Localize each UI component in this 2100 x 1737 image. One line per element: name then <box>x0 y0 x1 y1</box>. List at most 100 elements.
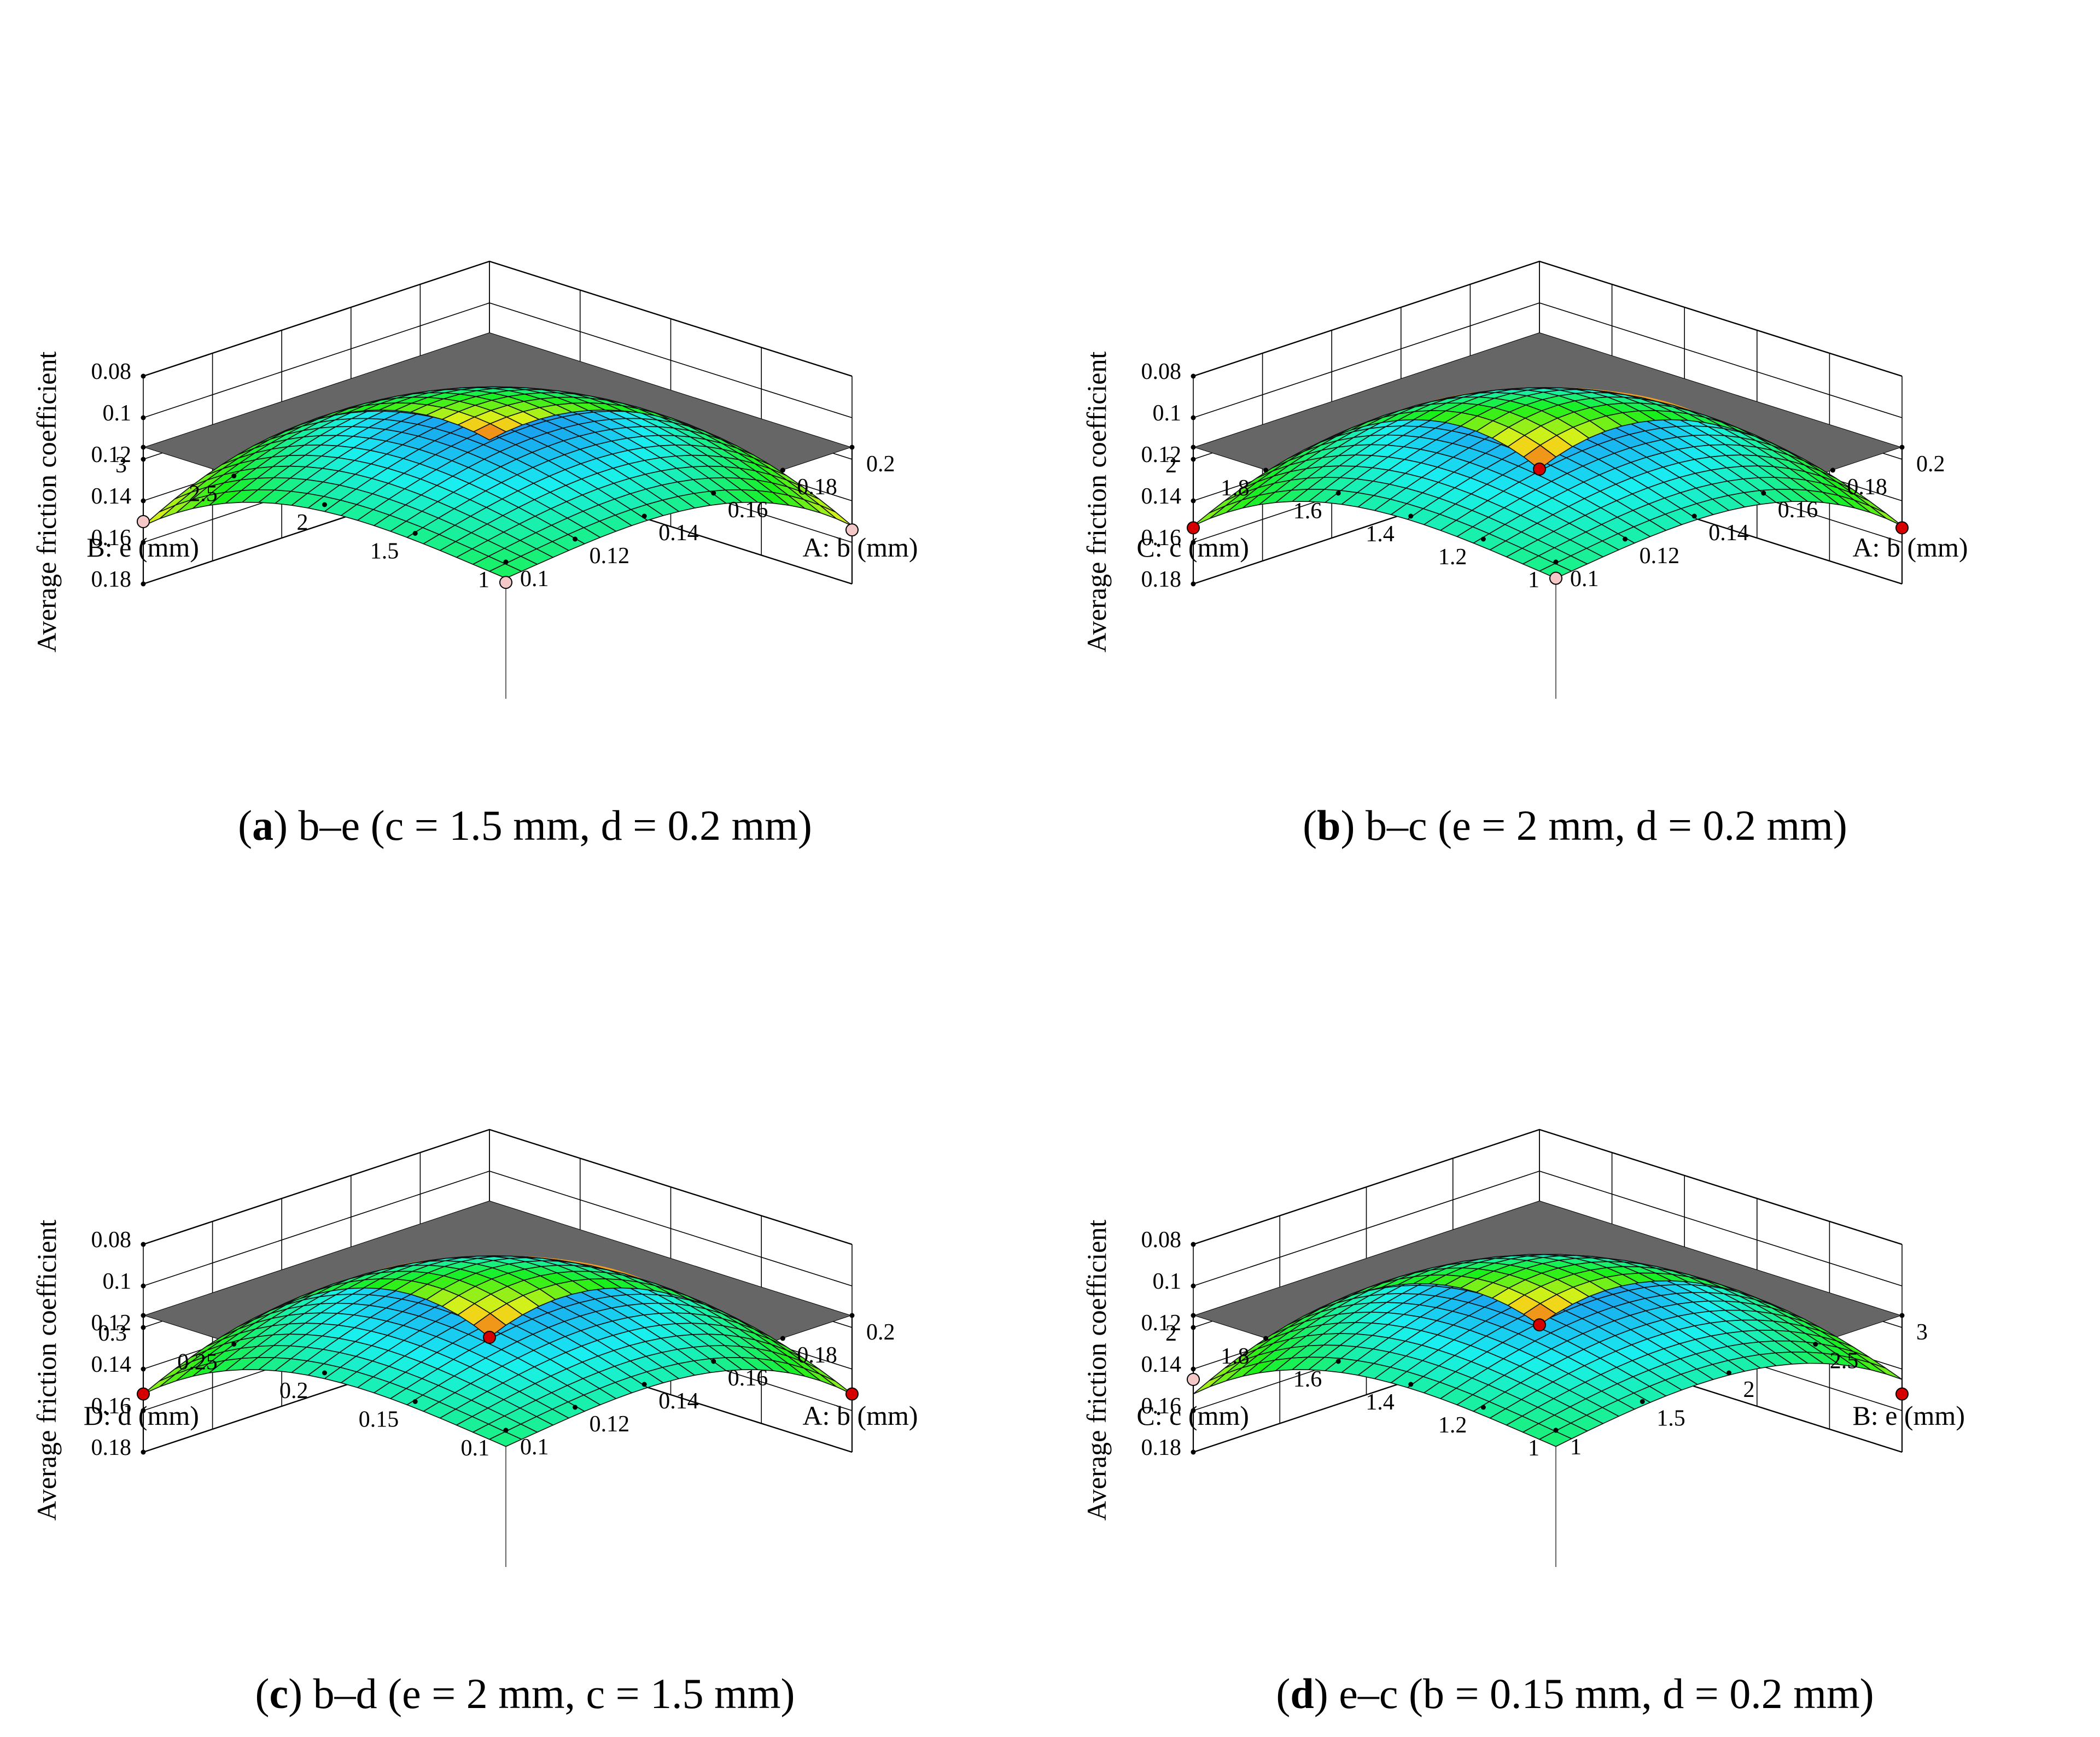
z-axis: 0.08 0.1 0.12 0.14 0.16 0.18 Average friction … <box>1081 352 1196 653</box>
y-tick-mark <box>503 559 509 565</box>
y-tick-mark <box>231 473 237 478</box>
y-tick-label: 2 <box>1165 1321 1177 1346</box>
y-tick-mark <box>1408 1382 1414 1387</box>
z-tick-mark <box>1191 1408 1196 1413</box>
chart-panel-d: 0.08 0.1 0.12 0.14 0.16 0.18 Average friction … <box>1050 868 2100 1736</box>
y-tick-mark <box>1480 1405 1486 1410</box>
x-tick-mark <box>1623 536 1628 542</box>
design-point-pink <box>1549 571 1562 585</box>
y-tick-label: 0.15 <box>359 1407 399 1432</box>
x-tick-mark <box>1899 445 1905 450</box>
design-point-red <box>845 1387 859 1401</box>
z-tick-label: 0.14 <box>1141 484 1182 509</box>
z-tick-label: 0.14 <box>91 484 132 509</box>
y-tick-label: 2 <box>1165 453 1177 478</box>
x-tick-label: 0.1 <box>520 566 549 592</box>
y-tick-mark <box>1335 490 1341 496</box>
z-tick-mark <box>1191 540 1196 545</box>
surface-cell <box>1193 505 1226 527</box>
z-tick-mark <box>141 1325 146 1330</box>
z-tick-label: 0.16 <box>1141 525 1182 551</box>
z-tick-mark <box>1191 1242 1196 1247</box>
z-tick-label: 0.16 <box>91 525 132 551</box>
x-tick-label: 1.5 <box>1656 1406 1685 1431</box>
x-tick-label: 0.12 <box>590 1412 630 1437</box>
z-tick-label: 0.1 <box>1153 401 1182 426</box>
x-tick-mark <box>1691 513 1697 519</box>
z-tick-label: 0.14 <box>91 1352 132 1377</box>
y-tick-label: 1 <box>1528 1436 1539 1461</box>
x-axis-label: B: e (mm) <box>1852 1400 1965 1431</box>
y-tick-label: 1.4 <box>1366 522 1395 547</box>
x-tick-mark <box>573 536 578 542</box>
surface-cell <box>472 423 507 441</box>
design-point-pink <box>845 523 859 537</box>
z-tick-label: 0.18 <box>1141 567 1182 592</box>
y-tick-label: 1 <box>1528 568 1539 593</box>
x-tick-mark <box>849 1313 855 1318</box>
x-tick-label: 0.1 <box>520 1435 549 1460</box>
y-tick-mark <box>1263 1336 1269 1341</box>
caption-b: (b) b–c (e = 2 mm, d = 0.2 mm) <box>1303 802 1847 849</box>
z-tick-label: 0.08 <box>1141 1227 1182 1253</box>
y-tick-mark <box>231 1342 237 1347</box>
x-tick-label: 0.12 <box>590 543 630 569</box>
y-tick-mark <box>1553 1428 1559 1433</box>
caption-c: (c) b–d (e = 2 mm, c = 1.5 mm) <box>255 1670 795 1717</box>
x-tick-label: 0.14 <box>1708 520 1749 546</box>
y-tick-label: 0.1 <box>461 1436 490 1461</box>
z-axis-label: Average friction coefficient <box>1081 352 1112 653</box>
z-tick-mark <box>141 1242 146 1247</box>
x-tick-mark <box>1726 1370 1731 1376</box>
z-tick-label: 0.08 <box>1141 359 1182 384</box>
x-tick-label: 0.18 <box>1847 475 1887 500</box>
y-axis-label: C: c (mm) <box>1136 1400 1249 1431</box>
design-point-red <box>1533 463 1546 476</box>
x-tick-mark <box>711 490 716 496</box>
x-tick-label: 3 <box>1916 1320 1928 1345</box>
y-tick-label: 1.2 <box>1438 1413 1467 1438</box>
x-axis: 0.1 0.12 0.14 0.16 0.18 0.2 A: b (mm) <box>1553 445 1968 592</box>
x-axis-label: A: b (mm) <box>802 1400 918 1431</box>
z-tick-label: 0.18 <box>91 1435 132 1460</box>
z-tick-mark <box>141 457 146 462</box>
z-tick-mark <box>1191 498 1196 504</box>
z-tick-label: 0.16 <box>91 1394 132 1419</box>
design-point-red <box>137 1387 150 1401</box>
z-axis-label: Average friction coefficient <box>31 1220 62 1521</box>
y-tick-mark <box>1553 559 1559 565</box>
z-axis: 0.08 0.1 0.12 0.14 0.16 0.18 Average friction … <box>31 1220 146 1521</box>
x-tick-label: 0.14 <box>658 1389 699 1414</box>
design-point-pink <box>499 576 512 589</box>
y-axis: 1 1.2 1.4 1.6 1.8 2 C: c (mm) <box>1136 445 1559 593</box>
z-tick-mark <box>141 373 146 379</box>
chart-panel-b: 0.08 0.1 0.12 0.14 0.16 0.18 Average friction … <box>1050 0 2100 868</box>
x-tick-label: 0.18 <box>797 475 837 500</box>
design-point-red <box>1895 521 1909 535</box>
x-tick-mark <box>849 445 855 450</box>
y-tick-label: 0.25 <box>177 1350 218 1375</box>
response-surface <box>1193 387 1903 579</box>
x-tick-label: 0.16 <box>1778 498 1818 523</box>
y-tick-mark <box>503 1428 509 1433</box>
y-tick-label: 1.2 <box>1438 545 1467 570</box>
x-tick-label: 2.5 <box>1830 1349 1859 1374</box>
y-tick-mark <box>1480 536 1486 542</box>
x-tick-label: 0.2 <box>866 1320 895 1345</box>
design-point-red <box>1533 1318 1546 1332</box>
design-point-red <box>1187 521 1200 535</box>
caption-a: (a) b–e (c = 1.5 mm, d = 0.2 mm) <box>238 802 812 849</box>
y-axis-label: D: d (mm) <box>84 1400 199 1431</box>
surface-plot-c: 0.08 0.1 0.12 0.14 0.16 0.18 Average friction … <box>31 1128 918 1567</box>
z-tick-label: 0.12 <box>91 1311 132 1336</box>
x-tick-mark <box>573 1405 578 1410</box>
z-tick-label: 0.18 <box>1141 1435 1182 1460</box>
z-tick-mark <box>141 581 146 587</box>
y-axis: 1 1.5 2 2.5 3 B: e (mm) <box>86 445 509 593</box>
y-tick-mark <box>1335 1359 1341 1364</box>
x-tick-label: 1 <box>1570 1435 1582 1460</box>
y-tick-label: 3 <box>115 453 127 478</box>
z-tick-mark <box>141 1408 146 1413</box>
chart-panel-a: 0.08 0.1 0.12 0.14 0.16 0.18 Average friction … <box>0 0 1050 868</box>
x-axis-label: A: b (mm) <box>1852 532 1968 563</box>
